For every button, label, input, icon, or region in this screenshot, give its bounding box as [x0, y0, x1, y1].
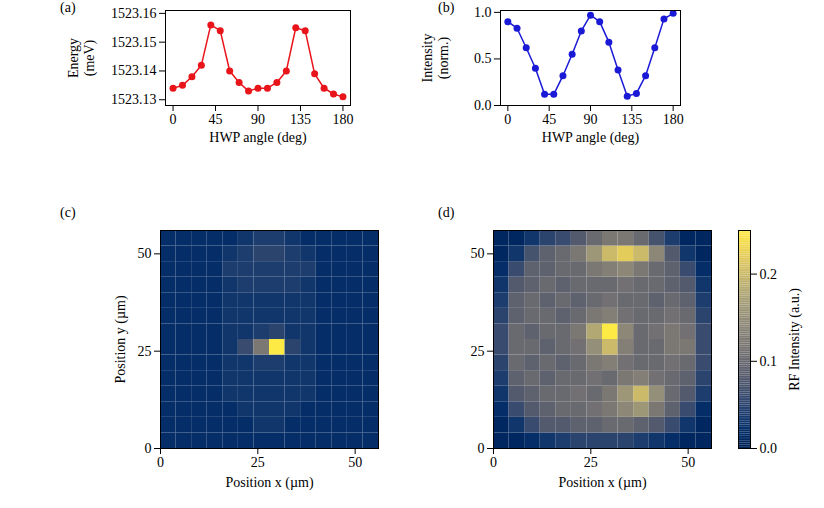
svg-text:25: 25 [138, 344, 152, 359]
html-text:Energy (meV): Energy (meV) [66, 37, 97, 78]
svg-text:50: 50 [348, 455, 362, 470]
svg-text:RF Intensity (a.u.): RF Intensity (a.u.) [787, 288, 803, 391]
svg-text:135: 135 [621, 112, 642, 127]
svg-text:0.0: 0.0 [474, 98, 492, 113]
html-text:Intensity (norm.): Intensity (norm.) [420, 33, 451, 82]
svg-text:HWP angle (deg): HWP angle (deg) [209, 130, 307, 146]
svg-text:25: 25 [471, 344, 485, 359]
svg-text:0.0: 0.0 [760, 441, 778, 456]
svg-text:0.1: 0.1 [760, 354, 778, 369]
svg-text:0: 0 [145, 441, 152, 456]
svg-text:Position y (µm): Position y (µm) [113, 295, 129, 384]
svg-text:1523.15: 1523.15 [111, 35, 157, 50]
html-text:(d): (d) [438, 205, 455, 220]
html-text:(b): (b) [438, 0, 455, 15]
svg-text:Position x (µm): Position x (µm) [225, 475, 314, 491]
svg-text:0: 0 [490, 455, 497, 470]
svg-text:90: 90 [251, 112, 265, 127]
svg-text:0: 0 [157, 455, 164, 470]
svg-text:0: 0 [170, 112, 177, 127]
svg-text:Position x (µm): Position x (µm) [558, 475, 647, 491]
svg-text:0.2: 0.2 [760, 267, 778, 282]
svg-text:45: 45 [209, 112, 223, 127]
svg-text:50: 50 [138, 246, 152, 261]
svg-text:0: 0 [504, 112, 511, 127]
svg-text:0.5: 0.5 [474, 51, 492, 66]
svg-text:50: 50 [681, 455, 695, 470]
svg-text:1523.14: 1523.14 [111, 63, 157, 78]
svg-text:1523.16: 1523.16 [111, 6, 157, 21]
svg-text:180: 180 [332, 112, 353, 127]
html-text:(a): (a) [60, 0, 76, 15]
svg-text:1523.13: 1523.13 [111, 92, 157, 107]
svg-text:50: 50 [471, 246, 485, 261]
svg-text:1.0: 1.0 [474, 5, 492, 20]
svg-text:90: 90 [584, 112, 598, 127]
svg-text:135: 135 [290, 112, 311, 127]
svg-text:HWP angle (deg): HWP angle (deg) [542, 130, 640, 146]
svg-text:25: 25 [251, 455, 265, 470]
svg-text:25: 25 [584, 455, 598, 470]
svg-text:45: 45 [542, 112, 556, 127]
html-text:(c): (c) [60, 205, 76, 220]
svg-text:180: 180 [663, 112, 684, 127]
svg-text:0: 0 [478, 441, 485, 456]
